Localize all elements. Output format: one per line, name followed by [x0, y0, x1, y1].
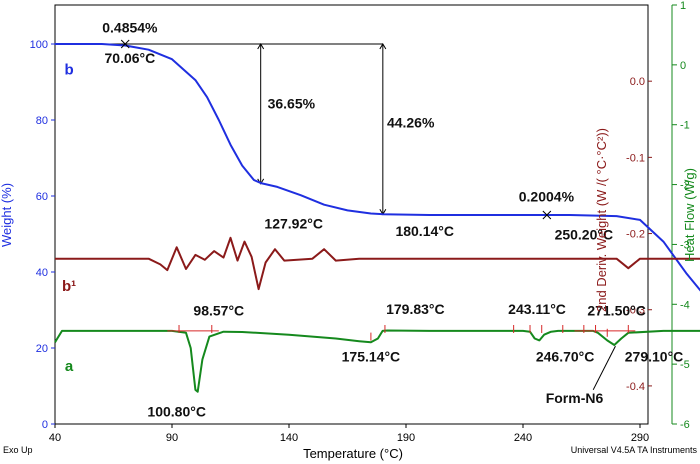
annotation-label: 246.70°C [536, 348, 595, 364]
y-left-tick-label: 100 [30, 39, 48, 51]
annotation-label: 271.50°C [587, 303, 646, 319]
y-right-outer-tick-label: -1 [680, 120, 690, 132]
annotation-label: 0.2004% [519, 189, 575, 205]
annotation-label: 44.26% [387, 115, 435, 131]
series-line-b1 [55, 236, 700, 291]
y-axis-title-left: Weight (%) [0, 183, 14, 247]
x-axis-title: Temperature (°C) [303, 446, 403, 461]
annotation-label: 127.92°C [264, 215, 323, 231]
y-axis-title-right-inner: 2nd Deriv. Weight (W /( °C·°C²)) [594, 128, 609, 312]
plot-box [54, 4, 649, 425]
y-right-outer-tick-label: 0 [680, 60, 686, 72]
annotation-label: 279.10°C [625, 348, 684, 364]
plot-frame [51, 4, 677, 428]
y-right-outer-tick-label: -6 [680, 419, 690, 431]
y-right-inner-tick-label: -0.3 [626, 305, 645, 317]
curve-label: b [64, 61, 73, 78]
footer-left: Exo Up [3, 445, 33, 455]
annotation-label: 98.57°C [193, 303, 244, 319]
curve-label: a [65, 358, 74, 375]
annotation-label: 0.4854% [102, 20, 158, 36]
annotation-label: 180.14°C [395, 223, 454, 239]
annotation-label: 175.14°C [342, 348, 401, 364]
annotation-label: Form-N6 [546, 390, 604, 406]
y-right-outer-tick-label: -2 [680, 180, 690, 192]
step-markers [120, 39, 636, 391]
footer-right: Universal V4.5A TA Instruments [571, 445, 698, 455]
x-tick-label: 140 [280, 432, 298, 444]
guide-lines [97, 43, 387, 216]
series-lines [54, 43, 700, 393]
y-right-outer-tick-label: 1 [680, 0, 686, 12]
x-tick-label: 190 [397, 432, 415, 444]
form-n6-pointer [592, 345, 616, 391]
y-left-tick-label: 60 [36, 191, 48, 203]
y-right-inner-tick-label: -0.4 [626, 381, 645, 393]
cross-marker [542, 210, 552, 220]
series-line-a [54, 329, 700, 393]
arrow-head [257, 43, 265, 50]
curve-label: b¹ [62, 278, 76, 295]
y-right-inner-tick-label: 0.0 [630, 76, 645, 88]
annotation-label: 100.80°C [147, 403, 206, 419]
tick-labels: 40901401902402903400204060801000.0-0.1-0… [30, 0, 690, 444]
y-right-inner-tick-label: -0.2 [626, 229, 645, 241]
annotation-label: 36.65% [268, 96, 316, 112]
annotation-label: 243.11°C [508, 301, 566, 317]
annotation-label: 70.06°C [105, 50, 156, 66]
y-right-outer-tick-label: -3 [680, 239, 690, 251]
x-tick-label: 290 [631, 432, 649, 444]
annotations: 0.4854% 70.06°C 36.65% 44.26% 127.92°C 180.14… [62, 20, 683, 420]
y-right-outer-tick-label: -5 [680, 359, 690, 371]
arrow-head [379, 43, 387, 50]
annotation-label: 179.83°C [386, 301, 445, 317]
x-tick-label: 240 [514, 432, 532, 444]
cross-marker [120, 39, 130, 49]
y-left-tick-label: 80 [36, 115, 48, 127]
y-left-tick-label: 20 [36, 343, 48, 355]
y-right-outer-tick-label: -4 [680, 299, 690, 311]
x-tick-label: 40 [49, 432, 61, 444]
y-left-tick-label: 0 [42, 419, 48, 431]
series-line-b [55, 43, 700, 292]
annotation-label: 250.20°C [555, 227, 614, 243]
y-left-tick-label: 40 [36, 267, 48, 279]
y-axis-title-right-outer: Heat Flow (W/g) [682, 168, 697, 262]
y-right-inner-tick-label: -0.1 [626, 152, 645, 164]
x-tick-label: 90 [166, 432, 178, 444]
